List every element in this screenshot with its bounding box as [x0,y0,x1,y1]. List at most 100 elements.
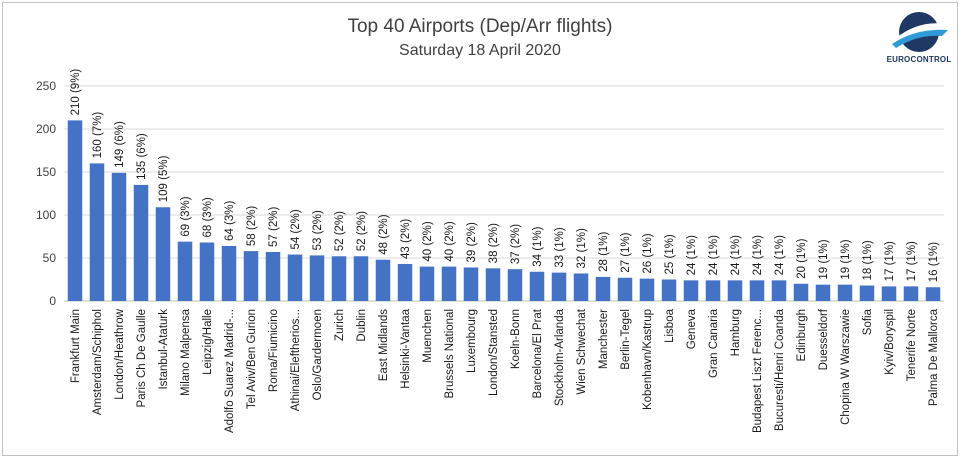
data-label: 52 (2%) [356,211,368,251]
category-label: East Midlands [378,309,390,381]
data-label: 64 (3%) [224,201,236,241]
category-label: Tel Aviv/Ben Gurion [246,309,258,409]
category-label: Athinai/Eleftherios... [290,309,302,411]
category-label: Palma De Mallorca [928,308,940,406]
data-label: 19 (1%) [840,239,852,279]
bar [705,280,721,301]
data-label: 68 (3%) [202,197,214,237]
bar [573,273,589,301]
bar [771,280,787,301]
data-label: 43 (2%) [400,219,412,259]
bar [529,271,545,301]
data-label: 48 (2%) [378,214,390,254]
bar [551,272,567,301]
bar [837,284,853,301]
data-label: 24 (1%) [708,235,720,275]
data-label: 69 (3%) [180,196,192,236]
bar [331,256,347,301]
bar [881,286,897,301]
bar [265,251,281,301]
category-label: Luxembourg [466,309,478,373]
bar [67,120,83,302]
data-label: 39 (2%) [466,222,478,262]
data-label: 26 (1%) [642,233,654,273]
category-label: Zurich [334,309,346,341]
category-label: Brussels National [444,309,456,398]
data-label: 160 (7%) [92,112,104,159]
category-label: Frankfurt Main [70,309,82,383]
data-label: 25 (1%) [664,234,676,274]
data-labels: 210 (9%) 160 (7%) 149 (6%) 135 (6%) 109 (5%)… [70,69,940,283]
data-label: 19 (1%) [818,239,830,279]
category-label: Duesseldorf [818,308,830,370]
data-label: 18 (1%) [862,240,874,280]
bar [419,266,435,301]
bar [903,286,919,301]
category-label: London/Heathrow [114,308,126,399]
data-label: 34 (1%) [532,226,544,266]
category-label: Adolfo Suarez Madrid-... [224,309,236,433]
y-tick-label: 150 [36,165,56,179]
category-label: Gran Canaria [708,308,720,378]
bar [925,287,941,301]
bar [793,283,809,301]
bar [309,255,325,301]
bar [815,284,831,301]
category-label: Bucuresti/Henri Coanda [774,308,786,431]
data-label: 33 (1%) [554,227,566,267]
data-label: 149 (6%) [114,121,126,168]
data-label: 58 (2%) [246,206,258,246]
y-tick-label: 100 [36,208,56,222]
bar [375,259,391,301]
category-label: Sofia [862,308,874,335]
category-label: Kyiv/Boryspil [884,309,896,375]
y-tick-label: 0 [49,294,56,308]
data-label: 109 (5%) [158,155,170,202]
data-label: 27 (1%) [620,232,632,272]
category-label: Amsterdam/Schiphol [92,309,104,415]
category-label: Paris Ch De Gaulle [136,309,148,407]
chart-title: Top 40 Airports (Dep/Arr flights) [347,16,613,37]
gridlines [64,85,944,302]
bar [177,241,193,301]
bar [463,267,479,301]
data-label: 38 (2%) [488,223,500,263]
bar [199,242,215,301]
bar [595,276,611,301]
data-label: 52 (2%) [334,211,346,251]
category-label: Barcelona/El Prat [532,308,544,398]
chart-subtitle: Saturday 18 April 2020 [399,42,561,59]
y-tick-label: 50 [43,251,57,265]
category-label: Koeln-Bonn [510,309,522,369]
bar [683,280,699,301]
category-label: Berlin-Tegel [620,309,632,370]
bar [441,266,457,301]
bar [749,280,765,301]
category-label: Chopina W Warszawie [840,309,852,425]
category-label: Oslo/Gardermoen [312,309,324,400]
data-label: 20 (1%) [796,238,808,278]
bar [859,285,875,301]
bar [353,256,369,301]
data-label: 135 (6%) [136,133,148,180]
data-label: 57 (2%) [268,207,280,247]
bar [617,277,633,301]
data-label: 40 (2%) [422,221,434,261]
category-label: Leipzig/Halle [202,309,214,375]
data-label: 53 (2%) [312,210,324,250]
bar [133,184,149,301]
y-axis: 0 50 100 150 200 250 [36,79,56,308]
eurocontrol-logo: EUROCONTROL [886,10,952,70]
category-label: Stockholm-Arlanda [554,308,566,406]
bar [507,269,523,301]
data-label: 16 (1%) [928,242,940,282]
logo-text: EUROCONTROL [886,55,952,64]
y-tick-label: 250 [36,79,56,93]
category-label: Manchester [598,309,610,369]
data-label: 54 (2%) [290,209,302,249]
bar [287,254,303,301]
bar [243,251,259,301]
bar [221,245,237,301]
bar [111,172,127,301]
